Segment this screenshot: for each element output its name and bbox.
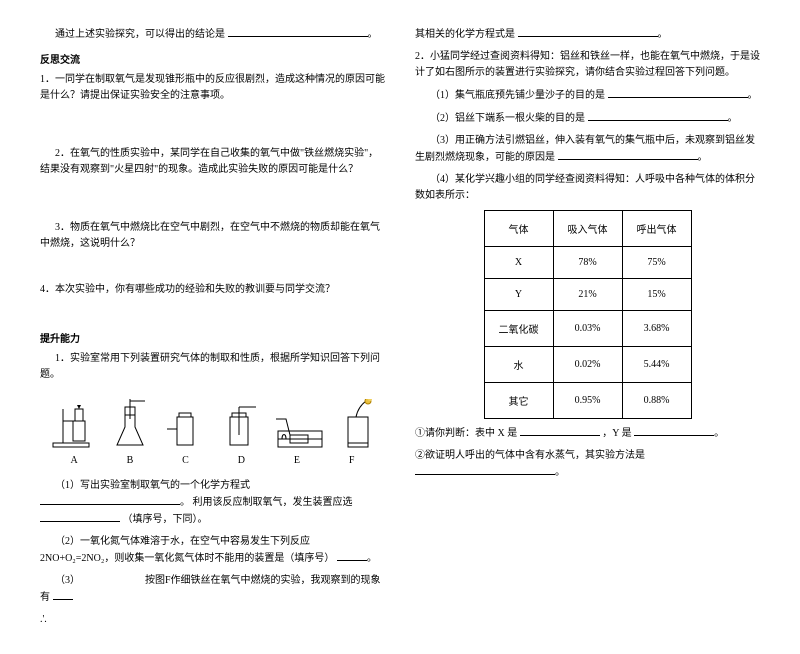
apparatus-a xyxy=(49,399,93,453)
th-gas: 气体 xyxy=(484,211,553,247)
blank xyxy=(520,425,600,436)
th-out: 呼出气体 xyxy=(622,211,691,247)
upgrade-title: 提升能力 xyxy=(40,330,385,345)
apparatus-icon xyxy=(49,399,93,453)
q2: 2．在氧气的性质实验中，某同学在自己收集的氧气中做"铁丝燃烧实验"，结果没有观察… xyxy=(40,146,385,178)
blank xyxy=(40,511,120,522)
conclusion-line: 通过上述实验探究，可以得出的结论是 。 xyxy=(40,26,385,43)
apparatus-e xyxy=(276,399,324,453)
up-2: （2）一氧化氮气体难溶于水，在空气中容易发生下列反应 2NO+O₂=2NO₂，则… xyxy=(40,534,385,567)
q4: 4．本次实验中，你有哪些成功的经验和失败的教训要与同学交流？ xyxy=(40,282,385,298)
apparatus-icon xyxy=(222,399,258,453)
r2: （2）铝丝下端系一根火柴的目的是 。 xyxy=(415,110,760,127)
apparatus-b xyxy=(111,399,149,453)
blank xyxy=(588,110,728,121)
label-c: C xyxy=(182,455,189,466)
apparatus-icon xyxy=(276,399,324,453)
rel-eq: 其相关的化学方程式是 。 xyxy=(415,26,760,43)
r4: （4）某化学兴趣小组的同学经查阅资料得知：人呼吸中各种气体的体积分数如表所示： xyxy=(415,172,760,204)
table-row: 水 0.02% 5.44% xyxy=(484,347,691,383)
apparatus-icon xyxy=(111,399,149,453)
table-row: Y 21% 15% xyxy=(484,279,691,311)
apparatus-d xyxy=(222,399,258,453)
apparatus-f xyxy=(342,399,376,453)
right-column: 其相关的化学方程式是 。 2．小猛同学经过查阅资料得知：铝丝和铁丝一样，也能在氧… xyxy=(415,20,760,634)
q3: 3．物质在氧气中燃烧比在空气中剧烈，在空气中不燃烧的物质却能在氧气中燃烧，这说明… xyxy=(40,220,385,252)
table-row: X 78% 75% xyxy=(484,247,691,279)
table-row: 气体 吸入气体 呼出气体 xyxy=(484,211,691,247)
up-3: （3） 按图F作细铁丝在氧气中燃烧的实验，我观察到的现象有 xyxy=(40,573,385,606)
q1: 1．一同学在制取氧气是发现锥形瓶中的反应很剧烈，造成这种情况的原因可能是什么？请… xyxy=(40,72,385,104)
apparatus-labels: A B C D E F xyxy=(40,455,385,472)
blank xyxy=(518,26,658,37)
apparatus-icon xyxy=(167,399,203,453)
intro2: 2．小猛同学经过查阅资料得知：铝丝和铁丝一样，也能在氧气中燃烧，于是设计了如右图… xyxy=(415,49,760,81)
blank xyxy=(337,550,367,561)
up-1: （1）写出实验室制取氧气的一个化学方程式 。 利用该反应制取氧气，发生装置应选 … xyxy=(40,478,385,528)
conclusion-text: 通过上述实验探究，可以得出的结论是 xyxy=(55,29,225,40)
apparatus-row xyxy=(40,393,385,453)
apparatus-c xyxy=(167,399,203,453)
label-f: F xyxy=(349,455,355,466)
th-in: 吸入气体 xyxy=(553,211,622,247)
blank xyxy=(415,464,555,475)
label-b: B xyxy=(127,455,134,466)
blank xyxy=(608,87,748,98)
r3: （3）用正确方法引燃铝丝，伸入装有氧气的集气瓶中后，未观察到铝丝发生剧烈燃烧现象… xyxy=(415,133,760,166)
left-column: 通过上述实验探究，可以得出的结论是 。 反思交流 1．一同学在制取氧气是发现锥形… xyxy=(40,20,385,634)
blank xyxy=(634,425,714,436)
reflection-title: 反思交流 xyxy=(40,51,385,66)
table-row: 二氧化碳 0.03% 3.68% xyxy=(484,311,691,347)
label-d: D xyxy=(238,455,245,466)
blank xyxy=(53,589,73,600)
t1: ①请你判断：表中 X 是 ，Y 是 。 xyxy=(415,425,760,442)
upgrade-intro: 1．实验室常用下列装置研究气体的制取和性质，根据所学知识回答下列问题。 xyxy=(40,351,385,383)
apparatus-icon xyxy=(342,399,376,453)
label-e: E xyxy=(294,455,300,466)
t2: ②欲证明人呼出的气体中含有水蒸气，其实验方法是 。 xyxy=(415,448,760,481)
blank xyxy=(40,494,180,505)
table-row: 其它 0.95% 0.88% xyxy=(484,383,691,419)
footnote: .'. xyxy=(40,612,385,628)
label-a: A xyxy=(70,455,77,466)
r1: （1）集气瓶底预先铺少量沙子的目的是 。 xyxy=(415,87,760,104)
blank xyxy=(558,149,698,160)
blank xyxy=(228,26,368,37)
gas-table: 气体 吸入气体 呼出气体 X 78% 75% Y 21% 15% 二氧化碳 0.… xyxy=(484,210,692,419)
